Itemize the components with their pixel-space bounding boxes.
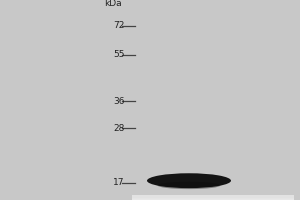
- Bar: [132, 197, 294, 200]
- Bar: [132, 196, 294, 198]
- Bar: [132, 196, 294, 198]
- Bar: [132, 197, 294, 199]
- Bar: [132, 197, 294, 200]
- Bar: [132, 196, 294, 198]
- Bar: [132, 195, 294, 198]
- Bar: [132, 197, 294, 199]
- Bar: [132, 197, 294, 199]
- Bar: [132, 197, 294, 199]
- Bar: [132, 196, 294, 199]
- Bar: [132, 197, 294, 199]
- Bar: [132, 196, 294, 199]
- Bar: [132, 197, 294, 199]
- Bar: [132, 198, 294, 200]
- Bar: [132, 197, 294, 199]
- Bar: [132, 197, 294, 200]
- Bar: [132, 196, 294, 199]
- Bar: [132, 196, 294, 199]
- Bar: [132, 196, 294, 199]
- Bar: [132, 198, 294, 200]
- Bar: [132, 197, 294, 199]
- Text: 55: 55: [113, 50, 124, 59]
- Ellipse shape: [158, 182, 220, 189]
- Text: 28: 28: [113, 124, 124, 133]
- Ellipse shape: [147, 173, 231, 188]
- Bar: [132, 196, 294, 198]
- Bar: [132, 197, 294, 199]
- Bar: [132, 196, 294, 199]
- Bar: [132, 197, 294, 200]
- Bar: [132, 196, 294, 198]
- Text: kDa: kDa: [104, 0, 122, 8]
- Bar: [132, 198, 294, 200]
- Bar: [132, 195, 294, 198]
- Bar: [132, 197, 294, 200]
- Bar: [132, 196, 294, 198]
- Bar: [132, 197, 294, 199]
- Bar: [132, 197, 294, 200]
- Text: 36: 36: [113, 97, 124, 106]
- Bar: [132, 198, 294, 200]
- Bar: [132, 197, 294, 200]
- Bar: [132, 197, 294, 199]
- Bar: [132, 196, 294, 198]
- Bar: [132, 197, 294, 199]
- Bar: [132, 197, 294, 199]
- Bar: [132, 196, 294, 199]
- Bar: [132, 195, 294, 198]
- Bar: [132, 197, 294, 199]
- Bar: [132, 197, 294, 199]
- Bar: [132, 196, 294, 199]
- Bar: [132, 196, 294, 198]
- Bar: [132, 196, 294, 198]
- Bar: [132, 196, 294, 198]
- Bar: [132, 197, 294, 200]
- Bar: [132, 196, 294, 198]
- Bar: [132, 197, 294, 199]
- Bar: [132, 196, 294, 198]
- Bar: [132, 197, 294, 199]
- Bar: [132, 195, 294, 198]
- Bar: [132, 196, 294, 199]
- Bar: [132, 197, 294, 200]
- Bar: [132, 195, 294, 198]
- Bar: [132, 197, 294, 199]
- Bar: [132, 196, 294, 199]
- Text: 17: 17: [113, 178, 124, 187]
- Bar: [132, 195, 294, 198]
- Bar: [132, 196, 294, 198]
- Bar: [132, 195, 294, 198]
- Bar: [132, 196, 294, 199]
- Bar: [132, 196, 294, 198]
- Bar: [132, 196, 294, 199]
- Bar: [132, 197, 294, 200]
- Bar: [0, 8, 132, 200]
- Bar: [132, 197, 294, 199]
- Bar: [132, 197, 294, 200]
- Bar: [132, 195, 294, 198]
- Bar: [132, 195, 294, 198]
- Bar: [132, 196, 294, 198]
- Bar: [132, 196, 294, 198]
- Bar: [132, 195, 294, 198]
- Bar: [132, 197, 294, 200]
- Bar: [132, 196, 294, 198]
- Bar: [132, 196, 294, 198]
- Bar: [132, 196, 294, 198]
- Text: 72: 72: [113, 21, 124, 30]
- Bar: [132, 197, 294, 199]
- Bar: [132, 196, 294, 199]
- Bar: [132, 197, 294, 200]
- Bar: [132, 196, 294, 198]
